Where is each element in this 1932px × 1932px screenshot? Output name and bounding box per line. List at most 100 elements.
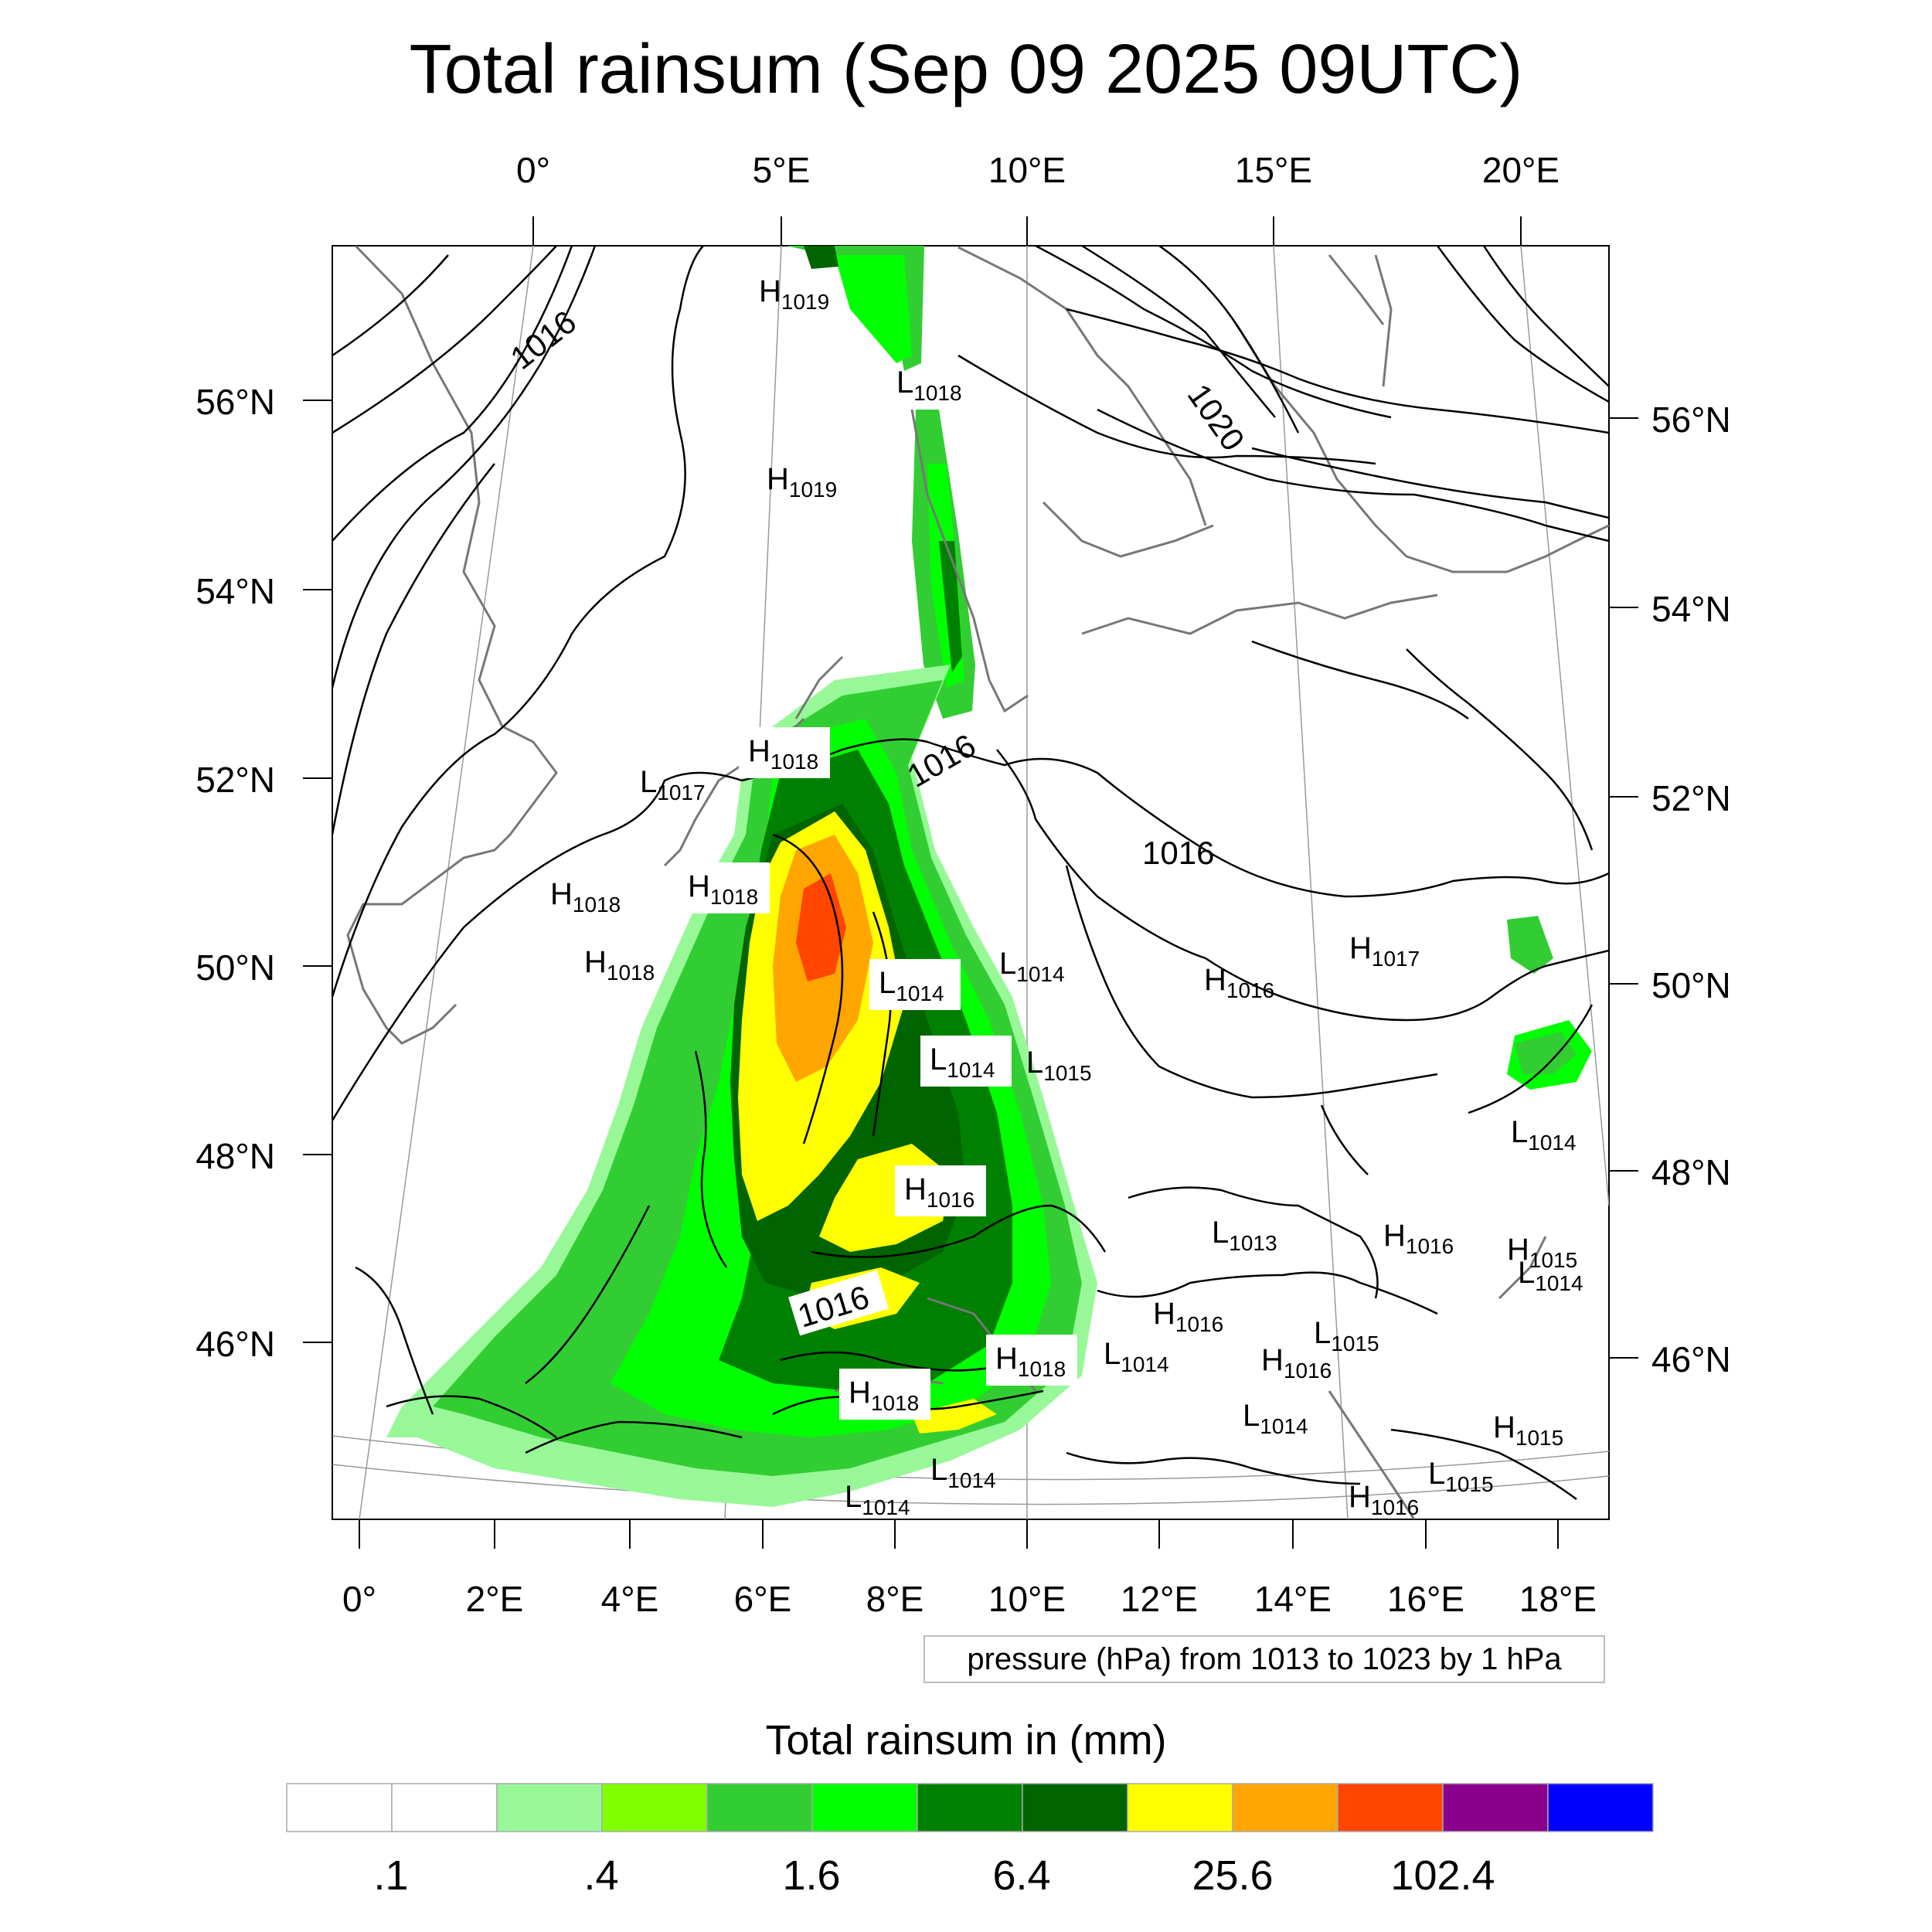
pressure-center-box	[869, 959, 961, 1010]
lat-label: 52°N	[1651, 778, 1731, 818]
low-pressure-label: L1014	[845, 1480, 910, 1519]
lon-label: 12°E	[1121, 1579, 1198, 1619]
high-pressure-label: H1018	[995, 1342, 1066, 1381]
low-pressure-label: L1014	[1511, 1115, 1577, 1155]
lat-label: 46°N	[1651, 1339, 1731, 1379]
high-pressure-label: H1018	[688, 869, 758, 909]
isobar-label: 1016	[1142, 835, 1214, 871]
colorbar-swatch	[1022, 1783, 1128, 1832]
colorbar-swatch	[1232, 1783, 1338, 1832]
high-pressure-label: H1018	[748, 734, 818, 774]
high-pressure-label: H1017	[1349, 931, 1420, 971]
low-pressure-label: L1014	[879, 966, 944, 1005]
colorbar-swatch	[917, 1783, 1023, 1832]
high-pressure-label: H1018	[584, 945, 655, 985]
pressure-center-box	[839, 1369, 930, 1420]
lat-label: 54°N	[196, 571, 275, 611]
lon-label: 10°E	[988, 150, 1066, 190]
lat-label: 48°N	[1651, 1152, 1731, 1192]
low-pressure-label: L1014	[999, 947, 1065, 986]
lon-label: 4°E	[601, 1579, 659, 1619]
high-pressure-label: H1019	[767, 462, 837, 502]
low-pressure-label: L1015	[1428, 1457, 1494, 1496]
low-pressure-label: L1013	[1212, 1216, 1277, 1255]
pressure-centers: H1019 L1018 H1019 H1018 L1017 H1018 H1018 H1018…	[550, 274, 1583, 1519]
colorbar-label: .4	[583, 1852, 619, 1899]
lon-label: 6°E	[734, 1579, 792, 1619]
top-lon-labels: 0° 5°E 10°E 15°E 20°E	[516, 150, 1560, 190]
lon-label: 10°E	[988, 1579, 1066, 1619]
high-pressure-label: H1016	[1204, 963, 1274, 1002]
pressure-center-box	[679, 862, 770, 913]
lon-label: 0°	[516, 150, 550, 190]
map-content: 1016 1020 1016 1016 1016 H1019L1018H1019…	[332, 246, 1609, 1519]
high-pressure-label: H1016	[1349, 1480, 1419, 1519]
high-pressure-label: H1018	[849, 1376, 919, 1415]
colorbar-label: 6.4	[992, 1852, 1051, 1899]
colorbar-swatch	[811, 1783, 918, 1832]
high-pressure-label: H1016	[1153, 1297, 1223, 1336]
pressure-center-box	[739, 727, 830, 778]
colorbar-label: 102.4	[1390, 1852, 1495, 1899]
colorbar-swatch	[1127, 1783, 1233, 1832]
lat-label: 50°N	[196, 947, 275, 988]
lat-label: 48°N	[196, 1136, 275, 1176]
lon-label: 16°E	[1387, 1579, 1464, 1619]
lat-label: 52°N	[196, 760, 275, 800]
low-pressure-label: L1014	[1243, 1399, 1308, 1438]
low-pressure-label: L1014	[930, 1453, 996, 1492]
lat-label: 54°N	[1651, 589, 1731, 629]
high-pressure-label: H1019	[759, 274, 829, 314]
colorbar-swatch	[706, 1783, 813, 1832]
colorbar-title: Total rainsum in (mm)	[765, 1717, 1167, 1764]
colorbar-label: 25.6	[1192, 1852, 1274, 1899]
high-pressure-label: H1016	[1383, 1219, 1454, 1258]
colorbar-swatch	[601, 1783, 708, 1832]
map-title: Total rainsum (Sep 09 2025 09UTC)	[409, 31, 1523, 108]
high-pressure-label: H1015	[1507, 1233, 1577, 1272]
lon-label: 5°E	[753, 150, 811, 190]
right-lat-labels: 56°N 54°N 52°N 50°N 48°N 46°N	[1651, 400, 1731, 1379]
lon-label: 8°E	[866, 1579, 924, 1619]
colorbar-swatch	[391, 1783, 498, 1832]
coastlines	[346, 246, 1609, 1519]
lon-label: 14°E	[1254, 1579, 1332, 1619]
colorbar-swatch	[1442, 1783, 1549, 1832]
colorbar-swatch	[496, 1783, 603, 1832]
colorbar-swatch	[1337, 1783, 1444, 1832]
pressure-center-box	[895, 1165, 986, 1216]
lon-label: 20°E	[1482, 150, 1560, 190]
lon-label: 0°	[342, 1579, 376, 1619]
colorbar-swatch	[286, 1783, 393, 1832]
lat-label: 46°N	[196, 1324, 275, 1364]
pressure-info-note: pressure (hPa) from 1013 to 1023 by 1 hP…	[923, 1635, 1605, 1683]
low-pressure-label: L1014	[1104, 1337, 1169, 1376]
pressure-center-box	[986, 1335, 1077, 1386]
colorbar-label: 1.6	[782, 1852, 841, 1899]
lon-label: 2°E	[466, 1579, 524, 1619]
high-pressure-label: H1016	[904, 1172, 975, 1212]
left-lat-labels: 56°N 54°N 52°N 50°N 48°N 46°N	[196, 382, 275, 1364]
high-pressure-label: H1016	[1261, 1343, 1332, 1383]
axis-ticks	[303, 216, 1638, 1549]
lon-label: 15°E	[1235, 150, 1312, 190]
low-pressure-label: L1014	[1518, 1256, 1583, 1295]
isobar-label-box	[788, 1270, 889, 1336]
bottom-lon-labels: 0° 2°E 4°E 6°E 8°E 10°E 12°E 14°E 16°E 1…	[342, 1579, 1597, 1619]
lat-label: 56°N	[196, 382, 275, 422]
high-pressure-label: H1015	[1493, 1410, 1563, 1450]
colorbar	[286, 1783, 1654, 1832]
colorbar-swatch	[1547, 1783, 1654, 1832]
low-pressure-label: L1018	[896, 366, 962, 405]
low-pressure-label: L1015	[1314, 1316, 1379, 1355]
lat-label: 56°N	[1651, 400, 1731, 440]
colorbar-label: .1	[373, 1852, 409, 1899]
lat-label: 50°N	[1651, 965, 1731, 1005]
low-pressure-label: L1015	[1026, 1046, 1092, 1085]
pressure-center-box	[920, 1036, 1012, 1087]
lon-label: 18°E	[1519, 1579, 1597, 1619]
high-pressure-label: H1018	[550, 877, 621, 917]
low-pressure-label: L1017	[640, 765, 706, 804]
low-pressure-label: L1014	[930, 1043, 995, 1082]
